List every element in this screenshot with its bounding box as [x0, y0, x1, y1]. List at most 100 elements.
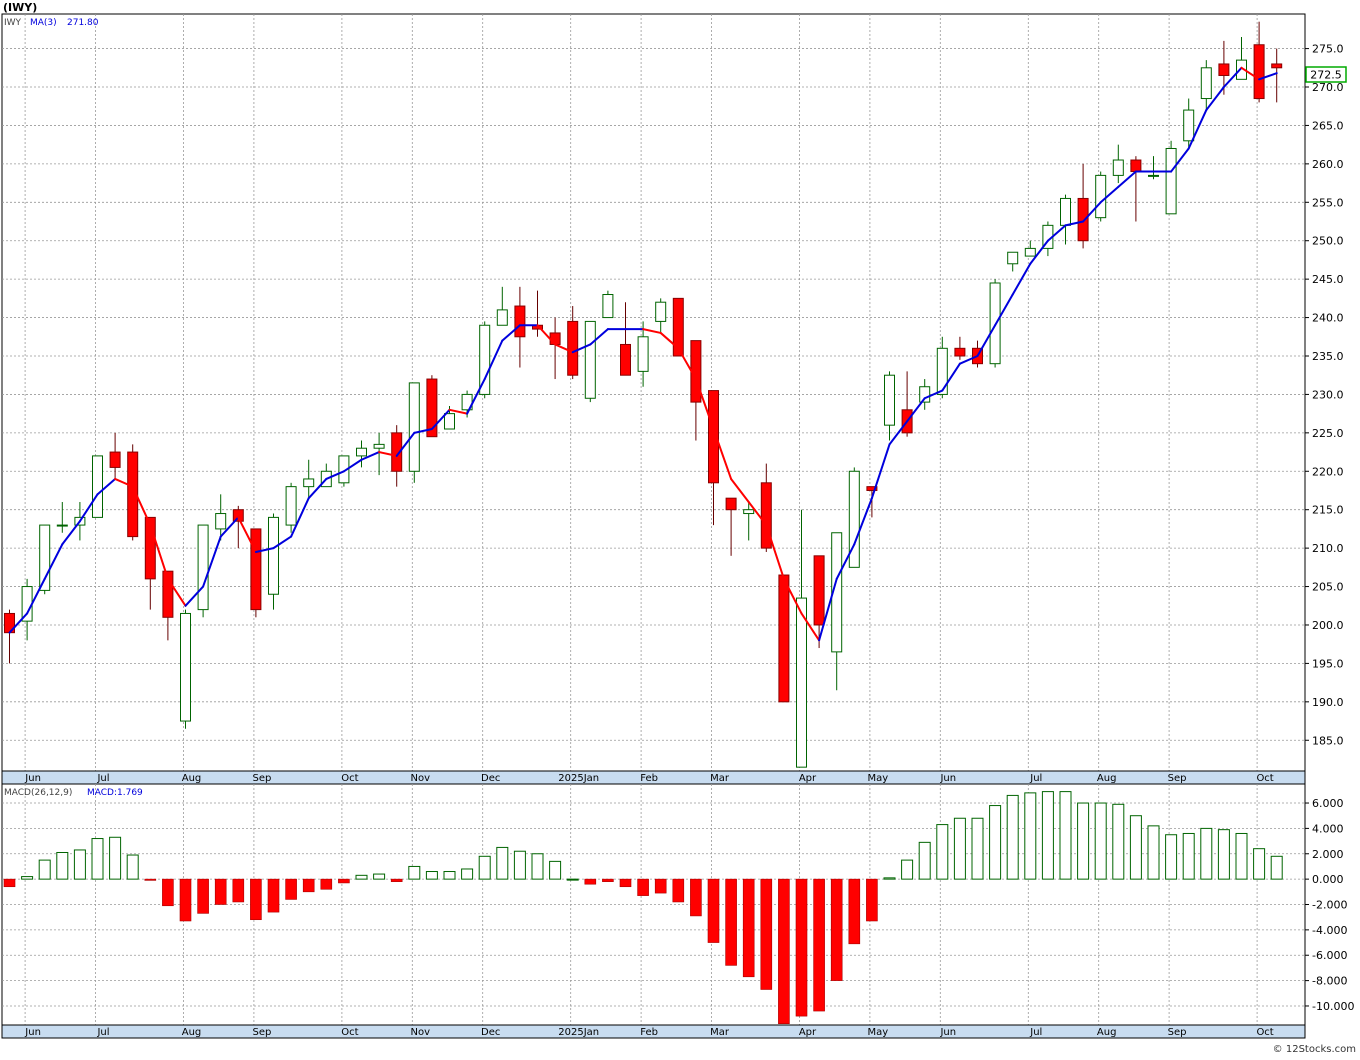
ma-segment	[448, 408, 469, 415]
macd-bar	[320, 878, 333, 890]
macd-x-tick-label: Mar	[710, 1027, 730, 1038]
macd-bar	[513, 850, 526, 880]
price-x-tick-label: Jul	[1029, 773, 1042, 784]
candle-body	[303, 478, 315, 488]
macd-bar	[584, 878, 597, 885]
last-price-label: 272.5	[1310, 69, 1342, 82]
price-x-tick-label: Feb	[640, 773, 658, 784]
macd-bar	[214, 878, 227, 905]
chart-title: (IWY)	[3, 1, 37, 14]
candle-body	[1236, 59, 1247, 80]
macd-tick-label: -2.000	[1312, 899, 1347, 912]
ma-segment	[483, 339, 504, 381]
macd-bar	[408, 865, 421, 880]
ma-legend-label: MA(3)	[30, 18, 57, 28]
candle-body	[1148, 174, 1159, 177]
macd-tick-label: -8.000	[1312, 975, 1347, 988]
ma-segment	[747, 501, 768, 527]
macd-x-tick-label: Aug	[1097, 1027, 1117, 1038]
ma-segment	[1117, 170, 1137, 188]
candle-body	[1112, 159, 1124, 176]
price-tick-label: 245.0	[1312, 273, 1344, 286]
price-x-tick-label: Sep	[1168, 773, 1187, 784]
candle-body	[496, 309, 508, 326]
ma-segment	[941, 362, 961, 392]
price-tick-label: 225.0	[1312, 427, 1344, 440]
macd-bar	[1024, 792, 1037, 880]
ma-segment	[782, 577, 803, 615]
candle-body	[602, 294, 614, 319]
macd-x-tick-label: Oct	[1256, 1027, 1273, 1038]
macd-tick-label: 0.000	[1312, 873, 1344, 886]
candle-body	[180, 612, 191, 722]
price-x-tick-label: Apr	[799, 773, 817, 784]
macd-bar	[936, 824, 949, 880]
candle-body	[1218, 63, 1230, 76]
ma-segment	[571, 343, 592, 354]
candle-body	[796, 597, 807, 768]
candle-body	[197, 524, 209, 611]
price-tick-label: 210.0	[1312, 542, 1344, 555]
macd-bar	[549, 860, 562, 880]
candle-body	[1060, 197, 1071, 226]
macd-bar	[1147, 825, 1160, 880]
macd-x-axis: Jun Jul Aug Sep Oct Nov Dec 2025Jan Feb Mar Apr May…	[24, 1027, 1274, 1038]
ma-segment	[219, 516, 240, 538]
ma-segment	[61, 520, 81, 546]
candle-body	[514, 305, 526, 338]
price-tick-label: 215.0	[1312, 504, 1344, 517]
macd-bar	[1059, 791, 1072, 880]
ma-segment	[765, 524, 785, 580]
ma-segment	[694, 378, 715, 431]
macd-x-tick-label: Oct	[341, 1027, 358, 1038]
macd-bar	[602, 878, 614, 882]
macd-bar	[38, 859, 51, 880]
macd-bar	[390, 878, 403, 882]
ma-segment	[1064, 220, 1085, 227]
candle-body	[919, 386, 931, 403]
ma-segment	[114, 477, 134, 488]
ma-segment	[1222, 66, 1243, 89]
candle-body	[127, 451, 139, 538]
candle-body	[866, 486, 878, 491]
price-x-tick-label: May	[868, 773, 889, 784]
macd-bar	[144, 878, 157, 881]
candle-body	[232, 509, 244, 522]
ma-segment	[1240, 66, 1261, 81]
macd-bar	[918, 841, 931, 880]
macd-bar	[461, 868, 474, 880]
ma-segment	[290, 497, 310, 538]
ma-segment	[131, 485, 152, 527]
candle-body	[162, 570, 174, 618]
macd-bar	[953, 817, 966, 880]
ma-segment	[149, 524, 169, 580]
ma-segment	[677, 347, 697, 381]
macd-bar	[654, 878, 667, 894]
candle-body	[1271, 63, 1283, 69]
candle-body	[356, 447, 367, 457]
ma-segment	[254, 547, 275, 553]
macd-bar	[338, 878, 350, 884]
macd-x-tick-label: Jun	[24, 1027, 41, 1038]
ma-segment	[8, 612, 29, 634]
candle-body	[1007, 251, 1019, 265]
price-tick-label: 200.0	[1312, 619, 1344, 632]
macd-bar	[232, 878, 245, 903]
macd-bar	[1270, 855, 1283, 880]
macd-tick-label: 2.000	[1312, 848, 1344, 861]
candle-body	[778, 574, 790, 703]
macd-bar	[690, 878, 702, 917]
price-x-tick-label: Sep	[252, 773, 271, 784]
candle-body	[1253, 44, 1265, 100]
macd-bar	[1182, 832, 1195, 880]
ma-segment	[96, 477, 117, 496]
candle-body	[39, 524, 51, 591]
candle-body	[1095, 174, 1107, 219]
macd-bar	[760, 878, 773, 990]
price-x-axis: Jun Jul Aug Sep Oct Nov Dec 2025Jan Feb Mar Apr May…	[24, 773, 1274, 784]
ma-segment	[237, 516, 257, 553]
ma-segment	[870, 443, 891, 500]
candle-body	[109, 451, 121, 468]
candle-body	[56, 524, 68, 527]
